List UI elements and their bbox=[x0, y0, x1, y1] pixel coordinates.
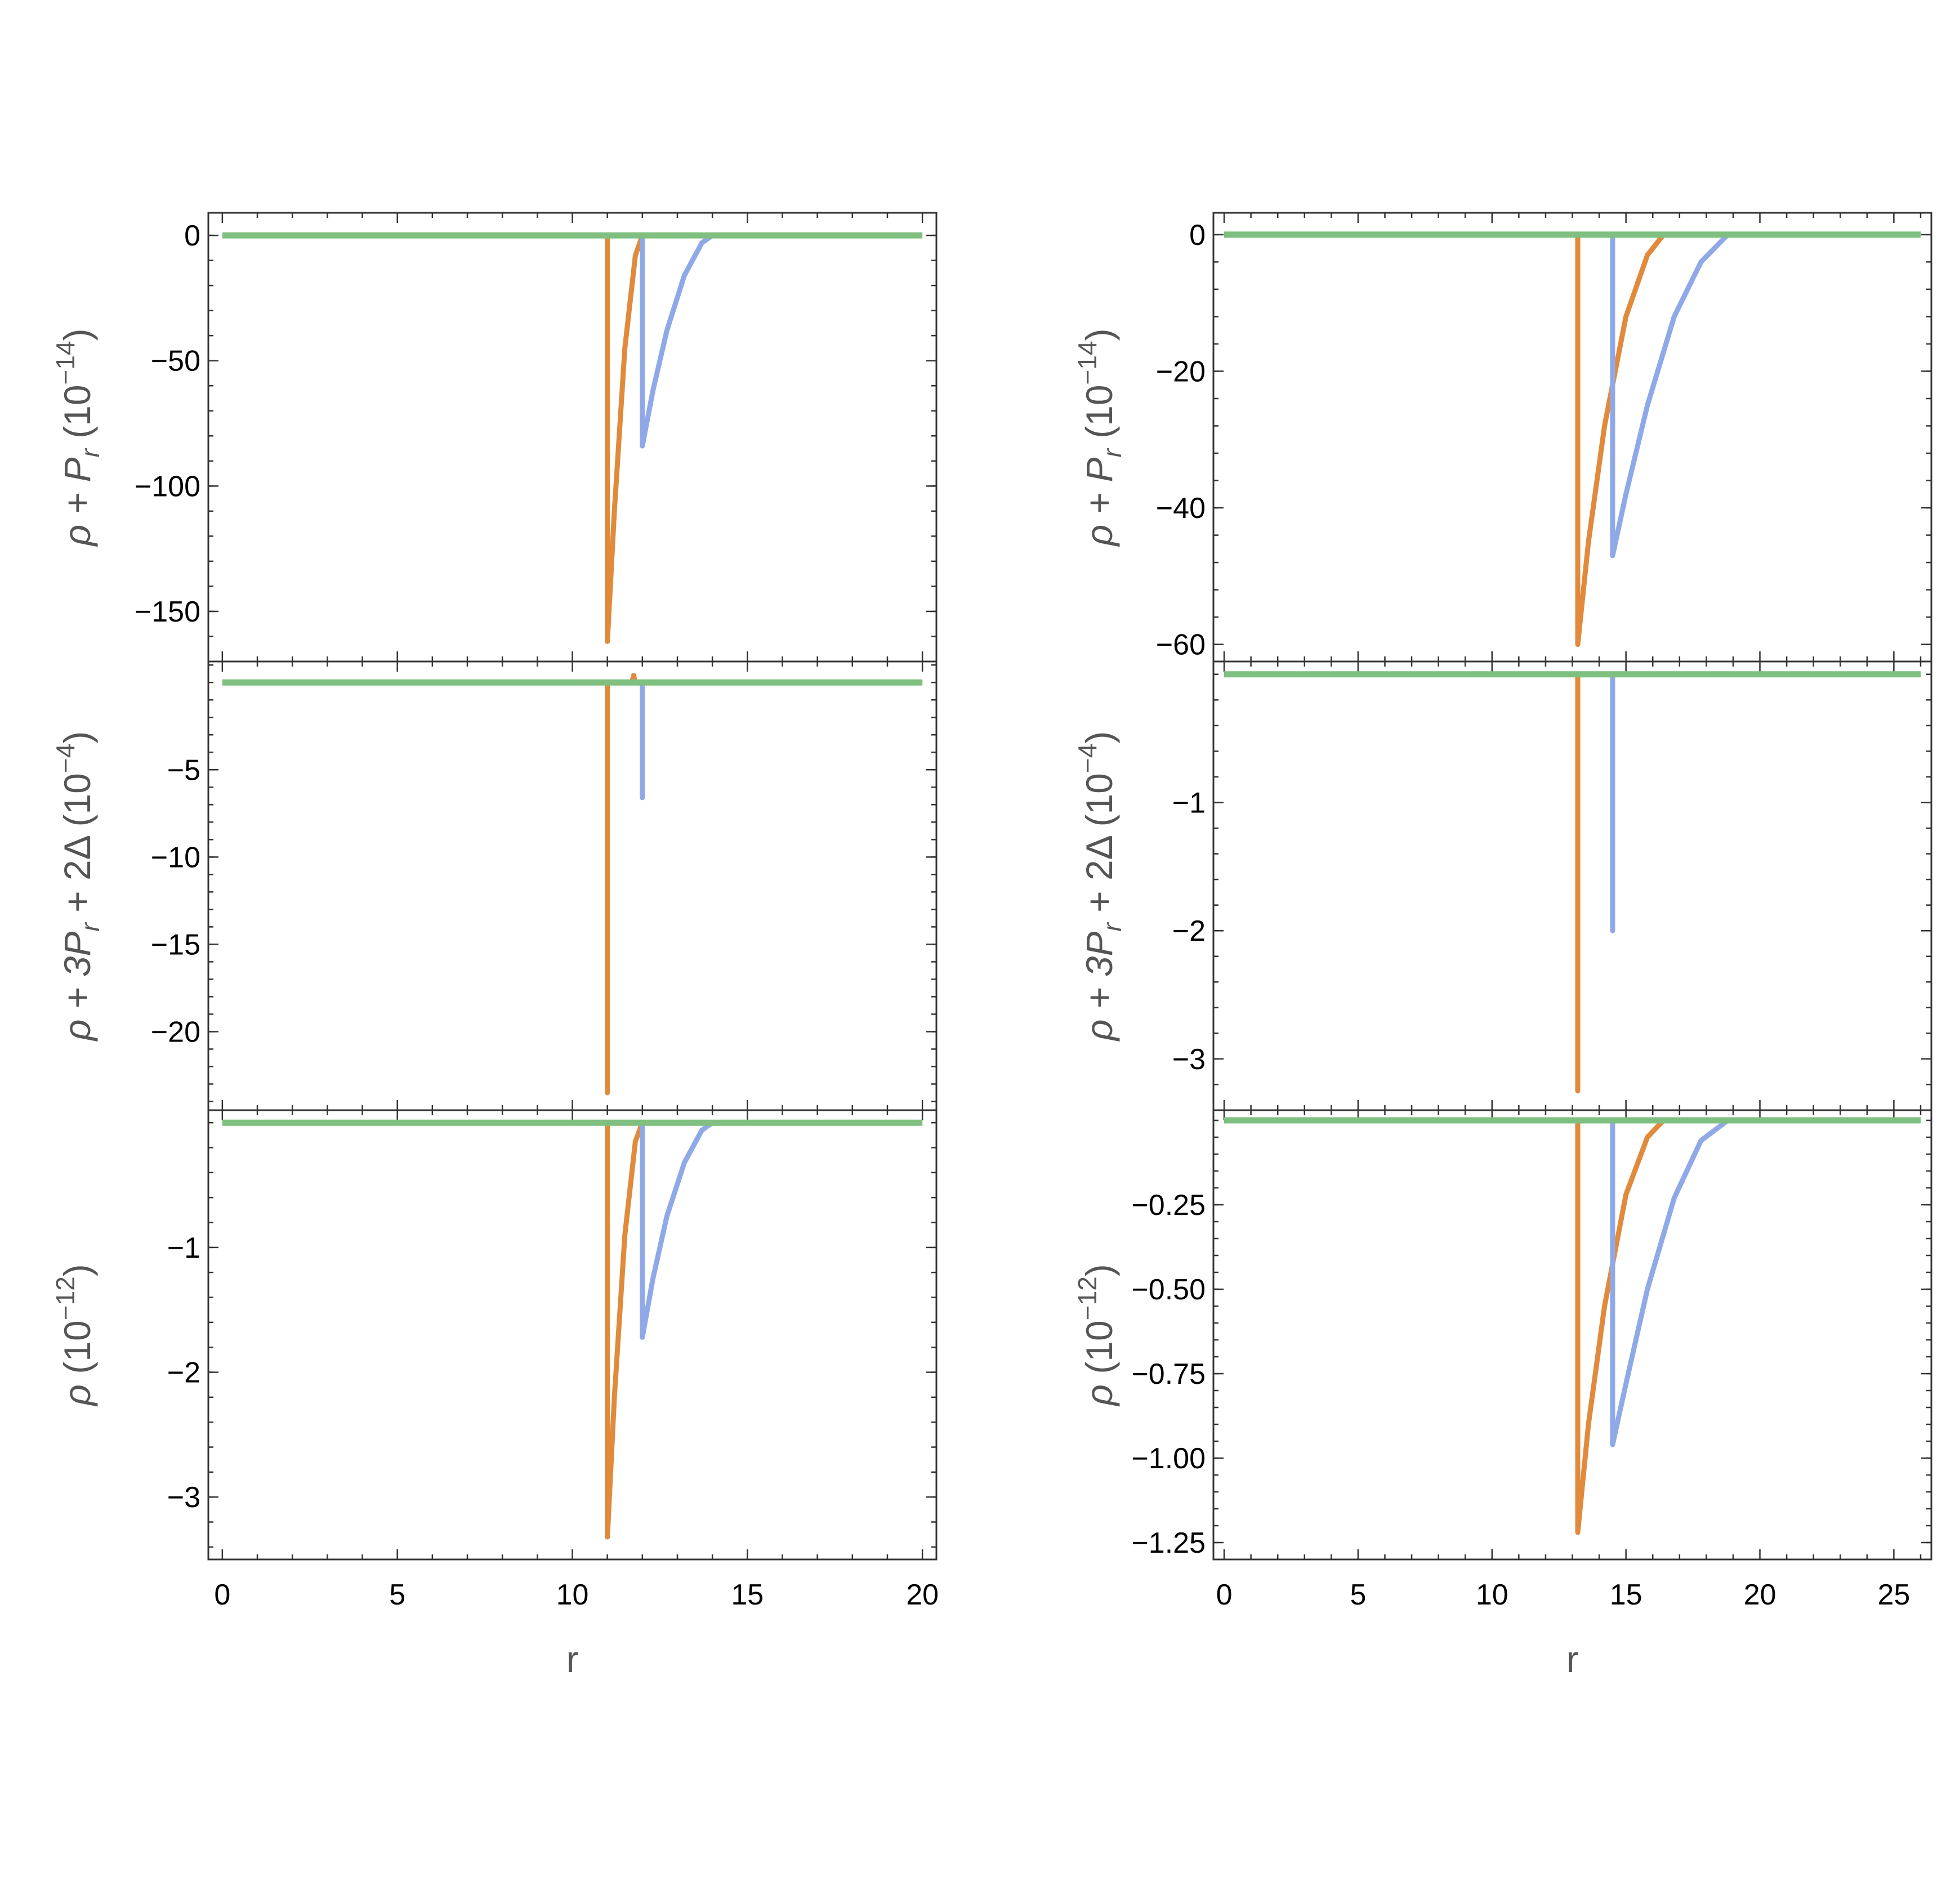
y-axis-title-rest: (10 bbox=[56, 385, 98, 449]
y-axis-title-close: ) bbox=[1078, 731, 1120, 744]
y-tick-label: −150 bbox=[135, 596, 200, 628]
panel-right-middle: −1 −2 −3 ρ + 3Pr + 2Δ (10−4) bbox=[1073, 660, 1932, 1111]
x-tick-label: 5 bbox=[389, 1579, 405, 1611]
y-tick-label: −0.75 bbox=[1131, 1358, 1206, 1391]
y-axis-title-main: ρ bbox=[1078, 1384, 1120, 1407]
series-line-0 bbox=[222, 233, 923, 644]
x-tick-label: 25 bbox=[1877, 1579, 1910, 1611]
y-axis-title-subscript: r bbox=[75, 922, 105, 932]
x-tick-label: 5 bbox=[1350, 1579, 1366, 1611]
y-tick-label: −20 bbox=[151, 1016, 200, 1048]
y-tick-label: −1.25 bbox=[1131, 1527, 1206, 1559]
y-tick-label: −5 bbox=[167, 754, 200, 786]
series-line-1 bbox=[1224, 1118, 1921, 1447]
x-axis-title: r bbox=[566, 1638, 579, 1680]
y-tick-label: −50 bbox=[151, 345, 200, 378]
x-tick-label: 20 bbox=[1744, 1579, 1777, 1611]
series-line-0 bbox=[1224, 1118, 1921, 1535]
y-axis-title-main: ρ + 3P bbox=[1078, 932, 1120, 1042]
y-axis-title-exponent: −12 bbox=[1073, 1276, 1102, 1320]
y-tick-label: −10 bbox=[151, 841, 200, 874]
y-axis-title-main: ρ bbox=[56, 1384, 98, 1407]
y-axis-title-main: ρ + P bbox=[1078, 458, 1120, 547]
y-axis-title-exponent: −12 bbox=[51, 1276, 80, 1320]
y-axis-title-close: ) bbox=[56, 328, 98, 341]
y-axis-title: ρ + Pr (10−14) bbox=[1073, 328, 1127, 547]
y-axis-title: ρ (10−12) bbox=[1073, 1264, 1120, 1407]
y-axis-title-rest: + 2Δ (10 bbox=[56, 773, 98, 923]
y-axis-title-subscript: r bbox=[75, 448, 105, 458]
y-tick-label: −15 bbox=[151, 928, 200, 961]
series-line-1 bbox=[222, 233, 923, 449]
y-axis-title-main: ρ + P bbox=[56, 458, 98, 547]
x-tick-label: 20 bbox=[906, 1579, 939, 1611]
plot-frame bbox=[1212, 660, 1932, 1111]
series-line-0 bbox=[1224, 672, 1921, 1094]
panel-right-top: 0 −20 −40 −60 ρ + Pr (10−14) bbox=[1073, 212, 1932, 663]
y-tick-label: −60 bbox=[1156, 629, 1206, 662]
panel-left-middle: −5 −10 −15 −20 ρ + 3Pr + 2Δ (10−4) bbox=[51, 660, 938, 1111]
series-line-1 bbox=[1224, 672, 1921, 933]
x-tick-label: 0 bbox=[1216, 1579, 1233, 1611]
y-axis-title-close: ) bbox=[56, 731, 98, 744]
plot-frame bbox=[207, 212, 938, 663]
y-tick-label: −100 bbox=[135, 470, 200, 503]
y-tick-label: −3 bbox=[1172, 1043, 1206, 1076]
y-axis-title-main: ρ + 3P bbox=[56, 932, 98, 1042]
y-tick-label: −20 bbox=[1156, 355, 1206, 388]
y-axis-title-subscript: r bbox=[1097, 448, 1127, 458]
x-axis-title: r bbox=[1566, 1638, 1579, 1680]
series-line-1 bbox=[222, 680, 923, 801]
y-axis-title-exponent: −4 bbox=[1073, 744, 1102, 773]
panel-left-top: 0 −50 −100 −150 ρ + Pr (10−14) bbox=[51, 212, 938, 663]
y-tick-label: −40 bbox=[1156, 492, 1206, 525]
y-axis-title: ρ + Pr (10−14) bbox=[51, 328, 105, 547]
x-tick-label: 10 bbox=[556, 1579, 589, 1611]
y-axis-title-close: ) bbox=[56, 1264, 98, 1276]
y-axis-title-rest: (10 bbox=[1078, 385, 1120, 449]
y-axis-title-exponent: −14 bbox=[51, 341, 80, 385]
plot-frame bbox=[207, 660, 938, 1111]
y-axis-title-exponent: −14 bbox=[1073, 341, 1102, 385]
panel-left-bottom: −1 −2 −3 0 5 10 15 20 r ρ (10−12) bbox=[51, 1109, 939, 1680]
y-axis-title-rest: (10 bbox=[56, 1320, 98, 1384]
y-axis-title-rest: + 2Δ (10 bbox=[1078, 773, 1120, 923]
y-tick-label: −1.00 bbox=[1131, 1442, 1206, 1475]
series-line-0 bbox=[1224, 232, 1921, 647]
series-line-1 bbox=[222, 1120, 923, 1340]
x-tick-label: 0 bbox=[214, 1579, 230, 1611]
panel-right-bottom: −0.25 −0.50 −0.75 −1.00 −1.25 0 5 10 15 20 25 r ρ (1… bbox=[1073, 1109, 1932, 1680]
y-tick-label: −3 bbox=[167, 1481, 200, 1514]
y-tick-label: 0 bbox=[184, 220, 200, 252]
y-axis-title: ρ + 3Pr + 2Δ (10−4) bbox=[1073, 731, 1127, 1042]
y-tick-label: −0.25 bbox=[1131, 1189, 1206, 1222]
x-tick-label: 10 bbox=[1476, 1579, 1508, 1611]
plot-frame bbox=[1212, 1109, 1932, 1561]
y-axis-title-close: ) bbox=[1078, 1264, 1120, 1276]
y-axis-title-close: ) bbox=[1078, 328, 1120, 341]
y-tick-label: −2 bbox=[1172, 915, 1206, 947]
y-tick-label: −1 bbox=[167, 1232, 200, 1264]
x-tick-label: 15 bbox=[731, 1579, 764, 1611]
series-line-1 bbox=[1224, 232, 1921, 558]
x-tick-label: 15 bbox=[1610, 1579, 1642, 1611]
y-axis-title: ρ + 3Pr + 2Δ (10−4) bbox=[51, 731, 105, 1042]
y-axis-title: ρ (10−12) bbox=[51, 1264, 98, 1407]
y-axis-title-exponent: −4 bbox=[51, 744, 80, 773]
y-axis-title-rest: (10 bbox=[1078, 1320, 1120, 1384]
y-axis-title-subscript: r bbox=[1097, 922, 1127, 932]
series-line-0 bbox=[222, 673, 923, 1096]
plot-frame bbox=[207, 1109, 938, 1561]
y-tick-label: −0.50 bbox=[1131, 1273, 1206, 1306]
y-tick-label: 0 bbox=[1189, 219, 1206, 252]
y-tick-label: −1 bbox=[1172, 786, 1206, 819]
series-line-0 bbox=[222, 1120, 923, 1540]
y-tick-label: −2 bbox=[167, 1357, 200, 1389]
plot-frame bbox=[1212, 212, 1932, 663]
